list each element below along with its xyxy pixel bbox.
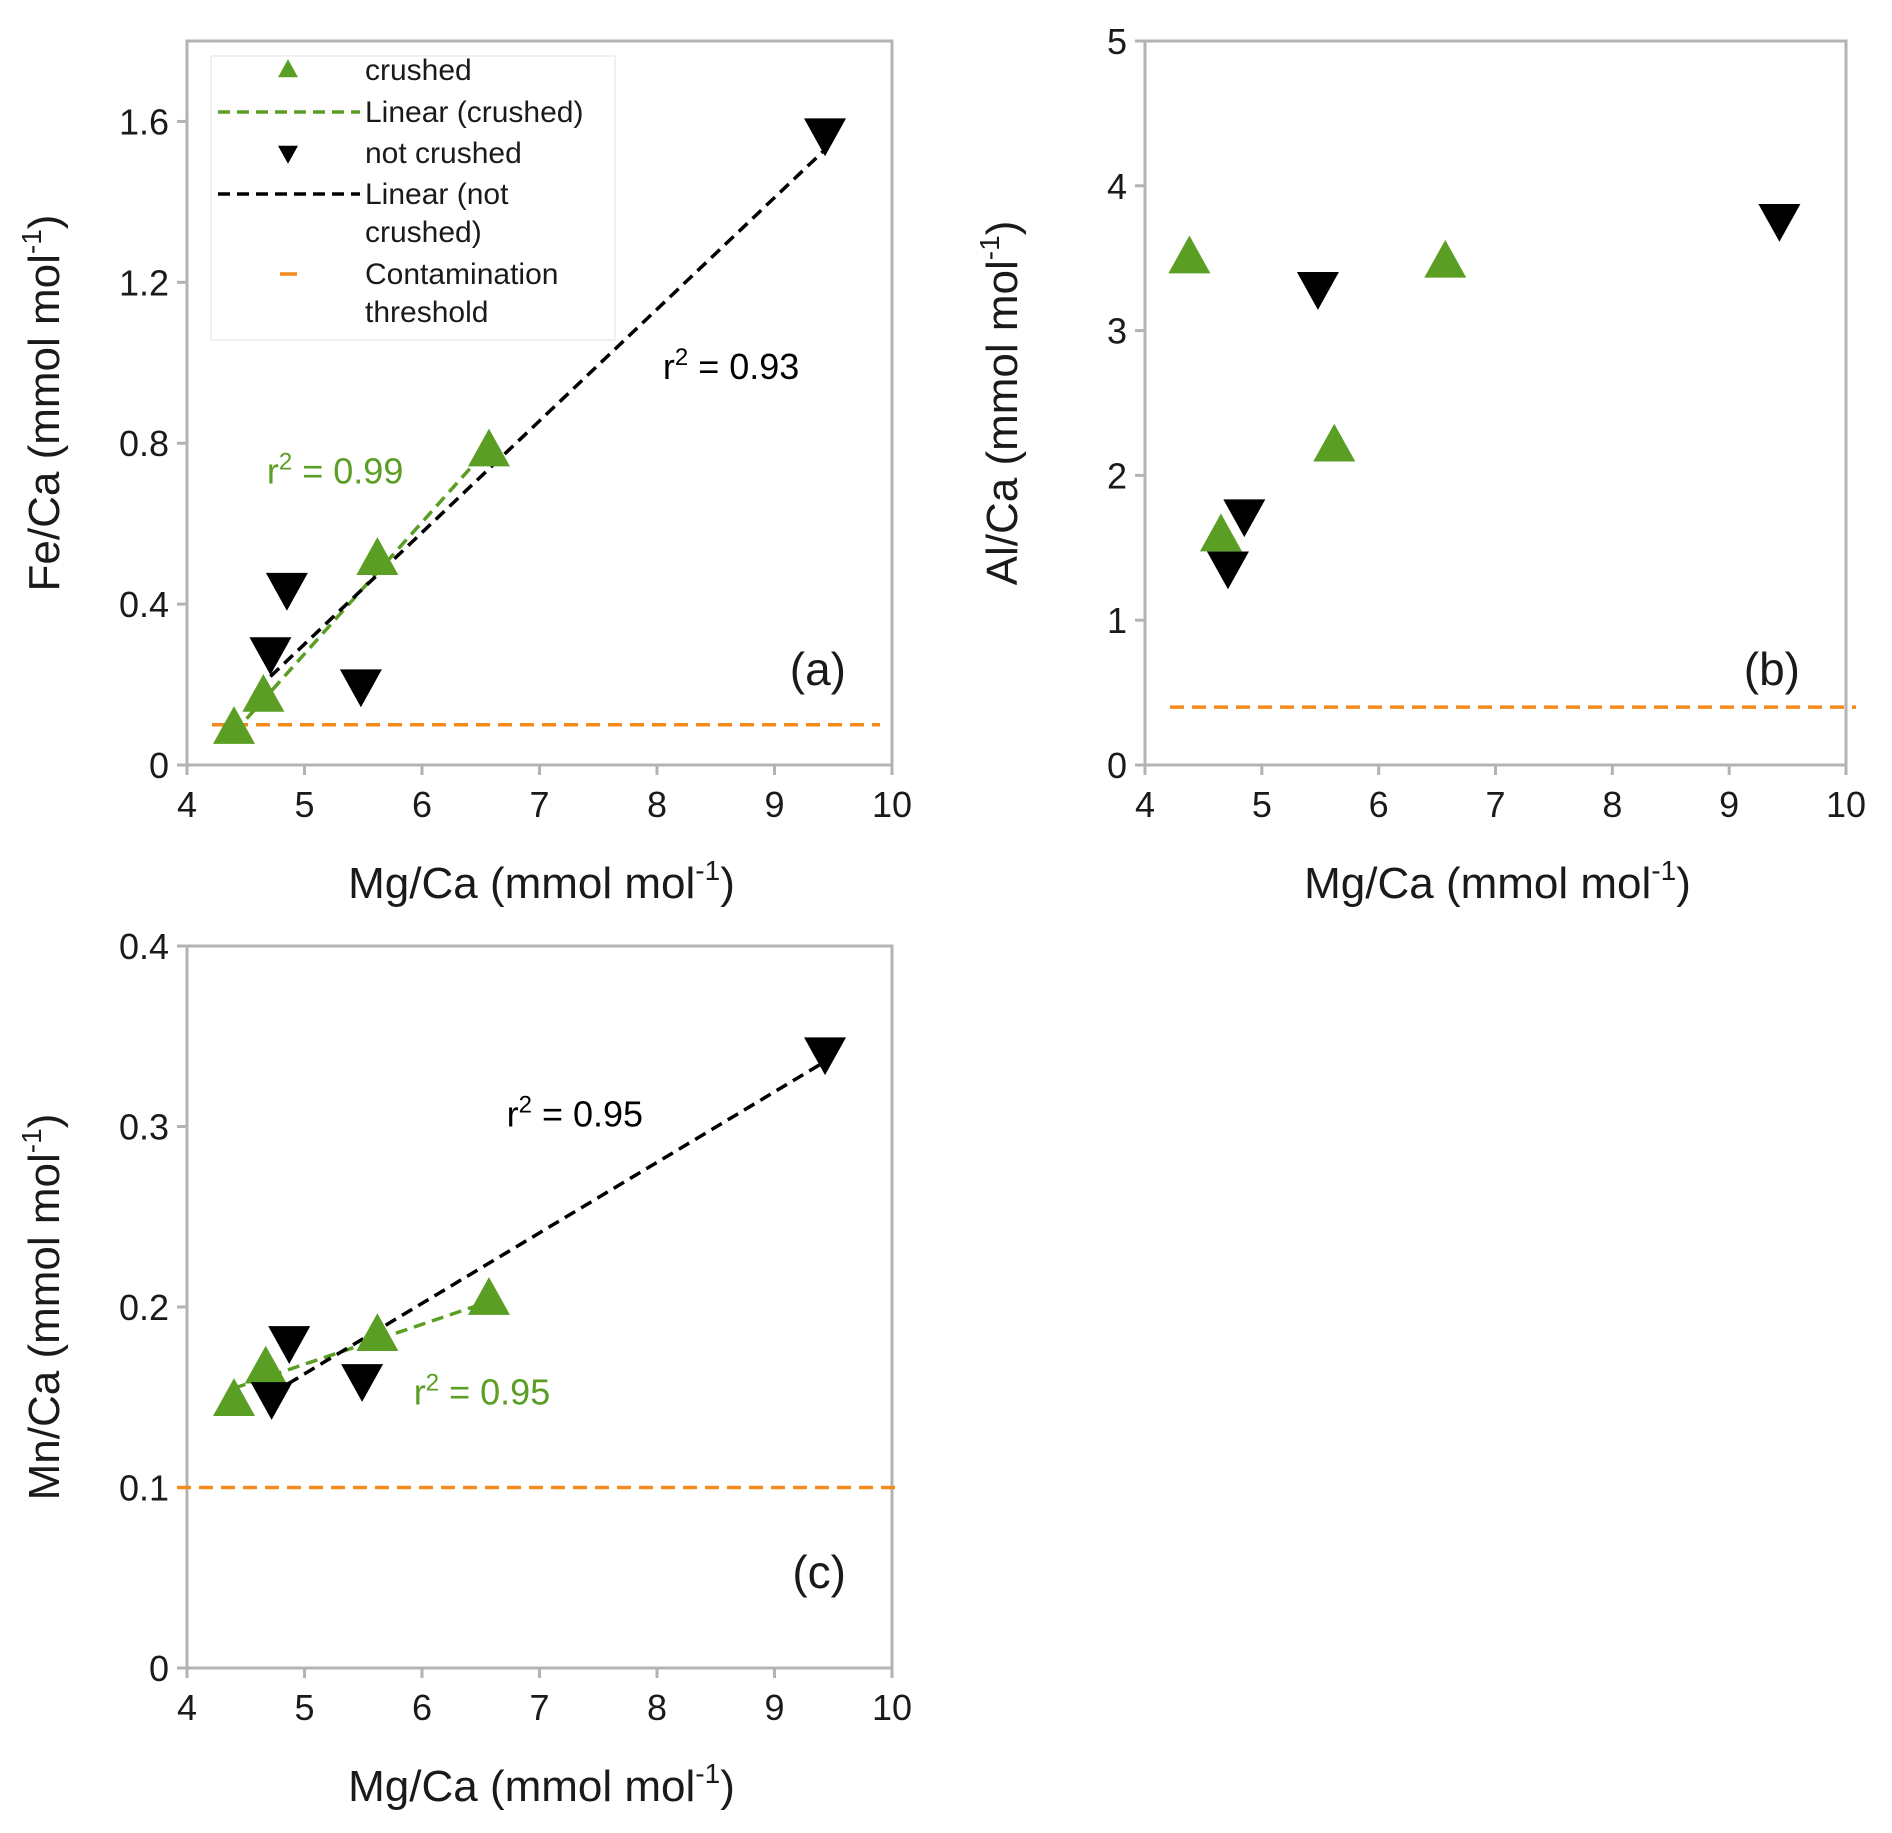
y-axis-title: Al/Ca (mmol mol-1) — [974, 221, 1027, 586]
crushed-marker — [1199, 513, 1242, 552]
panel-label: (c) — [792, 1546, 846, 1598]
trend-line — [270, 1060, 826, 1396]
crushed-marker — [1313, 423, 1356, 462]
legend-label: threshold — [365, 296, 488, 329]
not-crushed-marker — [1296, 272, 1339, 310]
crushed-marker — [356, 537, 399, 575]
plot-frame — [185, 944, 894, 1670]
crushed-marker — [244, 1345, 287, 1384]
y-tick-label: 0.8 — [119, 423, 169, 464]
crushed-marker — [213, 1378, 255, 1416]
x-tick-label: 5 — [294, 784, 314, 825]
x-tick-label: 5 — [1252, 784, 1272, 825]
x-tick-label: 7 — [529, 1687, 549, 1728]
x-tick-label: 7 — [1485, 784, 1505, 825]
panel-label: (a) — [790, 643, 846, 695]
panel-b: 4 5 6 7 8 9 10 0 1 2 3 4 5 Mg/Ca (mmol mol-1) Al/Ca (m… — [974, 21, 1866, 908]
x-tick-label: 9 — [764, 784, 784, 825]
crushed-marker — [467, 428, 510, 467]
not-crushed-marker — [1223, 499, 1266, 538]
not-crushed-marker — [250, 1382, 293, 1420]
y-tick-label: 5 — [1107, 21, 1127, 62]
panel-label: (b) — [1744, 643, 1800, 695]
x-tick-label: 9 — [764, 1687, 784, 1728]
legend-label: crushed) — [365, 216, 482, 249]
x-tick-label: 4 — [177, 784, 197, 825]
x-tick-label: 4 — [177, 1687, 197, 1728]
legend-label: Linear (crushed) — [365, 96, 583, 129]
not-crushed-marker — [268, 1326, 311, 1364]
y-tick-label: 0.1 — [119, 1468, 169, 1509]
y-tick-label: 2 — [1107, 455, 1127, 496]
y-tick-label: 3 — [1107, 311, 1127, 352]
not-crushed-marker — [1758, 203, 1801, 242]
r-squared-annotation: r2 = 0.99 — [267, 448, 403, 491]
x-tick-label: 8 — [647, 1687, 667, 1728]
legend-box — [210, 55, 616, 341]
crushed-marker — [467, 1277, 510, 1315]
not-crushed-marker — [804, 118, 847, 157]
x-tick-label: 9 — [1719, 784, 1739, 825]
legend-label: crushed — [365, 54, 472, 87]
x-axis-title: Mg/Ca (mmol mol-1) — [348, 855, 735, 908]
crushed-marker — [1168, 235, 1211, 274]
y-axis-title: Mn/Ca (mmol mol-1) — [16, 1114, 69, 1501]
plot-frame — [1143, 39, 1848, 767]
x-tick-label: 6 — [412, 784, 432, 825]
y-tick-label: 1.6 — [119, 101, 169, 142]
y-tick-label: 0 — [149, 1648, 169, 1689]
y-tick-label: 0.3 — [119, 1107, 169, 1148]
crushed-marker — [213, 706, 255, 744]
r-squared-annotation: r2 = 0.95 — [507, 1092, 643, 1135]
legend-label: not crushed — [365, 137, 522, 170]
y-tick-label: 0.2 — [119, 1287, 169, 1328]
crushed-marker — [242, 673, 285, 712]
y-tick-label: 0.4 — [119, 926, 169, 967]
y-tick-label: 0 — [149, 745, 169, 786]
x-tick-label: 7 — [529, 784, 549, 825]
not-crushed-marker — [249, 637, 292, 676]
x-tick-label: 10 — [1826, 784, 1866, 825]
x-tick-label: 8 — [1602, 784, 1622, 825]
crushed-marker — [1424, 239, 1467, 278]
x-tick-label: 4 — [1135, 784, 1155, 825]
not-crushed-marker — [804, 1037, 847, 1076]
y-tick-label: 4 — [1107, 166, 1127, 207]
x-tick-label: 10 — [872, 784, 912, 825]
legend-not-crushed-marker — [278, 145, 298, 164]
not-crushed-marker — [1206, 551, 1249, 590]
y-tick-label: 1.2 — [119, 262, 169, 303]
legend-label: Linear (not — [365, 178, 509, 211]
legend-crushed-marker — [278, 59, 298, 78]
x-axis-title: Mg/Ca (mmol mol-1) — [1304, 855, 1691, 908]
x-tick-label: 6 — [1369, 784, 1389, 825]
panel-a: 4 5 6 7 8 9 10 0 0.4 0.8 1.2 1.6 Mg/Ca (mmol mol-1) F… — [16, 39, 912, 908]
not-crushed-marker — [341, 1364, 384, 1402]
x-tick-label: 5 — [294, 1687, 314, 1728]
not-crushed-marker — [265, 572, 308, 611]
x-tick-label: 10 — [872, 1687, 912, 1728]
x-tick-label: 8 — [647, 784, 667, 825]
not-crushed-marker — [339, 669, 382, 708]
x-axis-title: Mg/Ca (mmol mol-1) — [348, 1758, 735, 1811]
r-squared-annotation: r2 = 0.93 — [663, 344, 799, 387]
r-squared-annotation: r2 = 0.95 — [414, 1369, 550, 1412]
y-tick-label: 0.4 — [119, 584, 169, 625]
legend: crushed Linear (crushed) not crushed Linear… — [210, 54, 616, 341]
trend-line — [269, 148, 827, 678]
y-axis-title: Fe/Ca (mmol mol-1) — [16, 215, 69, 592]
crushed-marker — [356, 1313, 399, 1351]
panel-c: 4 5 6 7 8 9 10 0 0.1 0.2 0.3 0.4 Mg/Ca (mmol mol-1) M… — [16, 926, 912, 1811]
x-tick-label: 6 — [412, 1687, 432, 1728]
y-tick-label: 0 — [1107, 745, 1127, 786]
y-tick-label: 1 — [1107, 600, 1127, 641]
legend-label: Contamination — [365, 258, 558, 291]
